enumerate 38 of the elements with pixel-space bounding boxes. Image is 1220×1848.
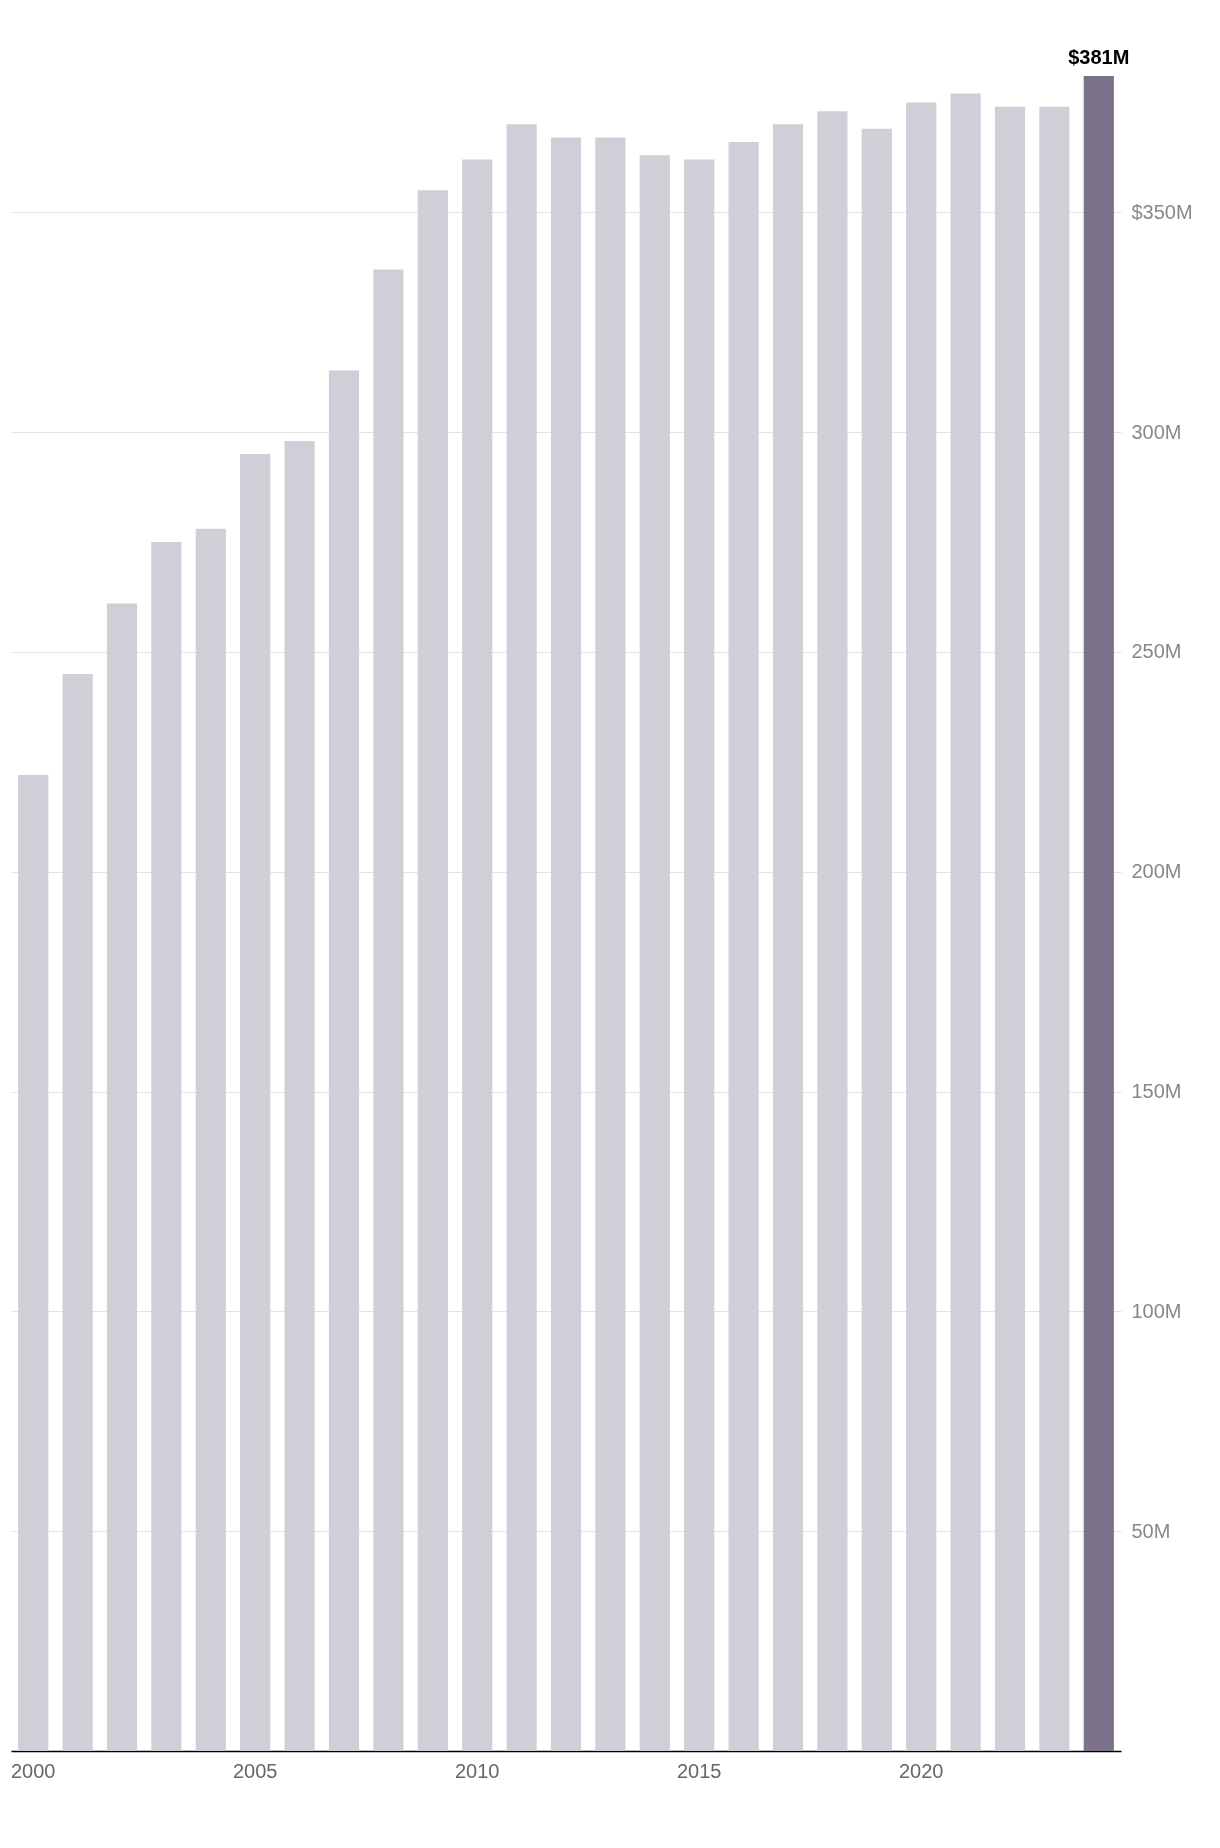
bar <box>950 93 981 1751</box>
bar <box>817 111 848 1751</box>
x-tick-label: 2020 <box>898 1759 944 1782</box>
bar <box>1039 106 1070 1751</box>
bar <box>772 124 804 1751</box>
bar <box>595 137 626 1751</box>
bar <box>195 528 226 1751</box>
bar <box>62 673 93 1751</box>
bar <box>506 124 537 1751</box>
bar <box>906 102 937 1751</box>
data-label: $381M <box>1068 46 1130 68</box>
y-tick-label: $350M <box>1131 200 1193 223</box>
bar <box>684 159 715 1751</box>
bar <box>373 269 404 1751</box>
x-tick-label: 2005 <box>232 1759 278 1782</box>
bar <box>550 137 582 1751</box>
bar <box>284 440 315 1751</box>
x-tick-label: 2010 <box>454 1759 500 1782</box>
x-tick-label: 2015 <box>676 1759 722 1782</box>
y-tick-label: 100M <box>1131 1299 1182 1322</box>
y-tick-label: 50M <box>1131 1519 1171 1542</box>
bar <box>639 155 670 1751</box>
x-tick-label: 2000 <box>10 1759 56 1782</box>
bar <box>462 159 493 1751</box>
bar <box>994 106 1026 1751</box>
bar <box>328 370 360 1751</box>
bar <box>106 603 138 1751</box>
bar <box>728 141 759 1751</box>
bar <box>151 542 182 1751</box>
y-tick-label: 150M <box>1131 1080 1182 1103</box>
y-tick-label: 200M <box>1131 860 1182 883</box>
bar <box>240 454 271 1751</box>
bar <box>417 190 448 1751</box>
bar <box>18 775 49 1751</box>
bar <box>1083 76 1114 1751</box>
y-tick-label: 300M <box>1131 420 1182 443</box>
y-tick-label: 250M <box>1131 640 1182 663</box>
bar <box>861 128 892 1751</box>
